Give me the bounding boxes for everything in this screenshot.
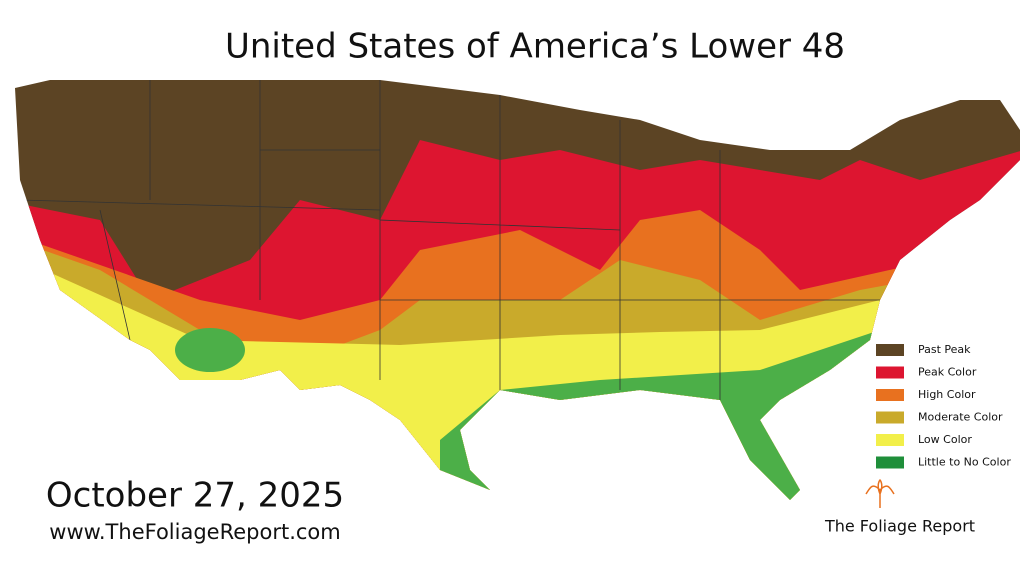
brand-name: The Foliage Report [824,517,975,536]
legend-label: Low Color [918,433,972,446]
legend-swatch [876,366,904,379]
legend-swatch [876,389,904,401]
legend-label: Moderate Color [918,411,1003,424]
legend-label: Past Peak [918,343,971,356]
date: October 27, 2025 [46,476,344,516]
map-title: United States of America’s Lower 48 [225,27,845,67]
legend-label: Little to No Color [918,456,1011,469]
legend-swatch [876,434,904,446]
brand-logo [865,478,895,508]
legend-swatch [876,344,904,356]
no-color-zone [175,328,245,372]
state-borders [19,80,880,400]
legend: Past Peak Peak Color High Color Moderate Co… [876,343,1011,469]
legend-label: Peak Color [918,366,977,379]
legend-label: High Color [918,388,976,401]
legend-swatch [876,411,904,424]
website: www.TheFoliageReport.com [49,520,340,544]
legend-swatch [876,456,904,469]
